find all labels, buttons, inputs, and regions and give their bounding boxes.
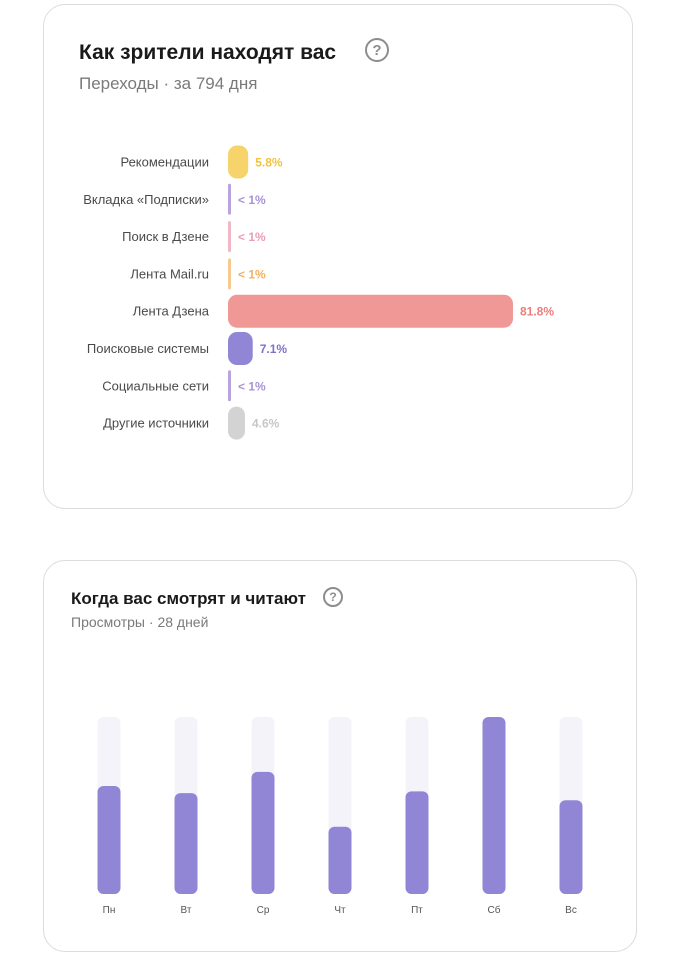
day-bar	[405, 791, 429, 894]
weekday-subtitle: Просмотры · 28 дней	[71, 614, 209, 630]
source-label: Социальные сети	[102, 378, 209, 393]
source-label: Лента Дзена	[133, 304, 210, 319]
question-circle-icon[interactable]: ?	[323, 587, 343, 607]
source-bar	[228, 370, 231, 402]
sources-subtitle: Переходы · за 794 дня	[79, 74, 258, 93]
source-value-label: < 1%	[238, 193, 266, 207]
source-bar	[228, 406, 245, 440]
sources-card: Как зрители находят вас ? Переходы · за …	[43, 4, 633, 509]
source-label: Другие источники	[103, 416, 209, 431]
source-value-label: < 1%	[238, 267, 266, 281]
day-bar	[97, 786, 121, 894]
source-value-label: 7.1%	[260, 342, 288, 356]
source-bar	[228, 183, 231, 215]
source-value-label: 5.8%	[255, 156, 283, 170]
weekday-title: Когда вас смотрят и читают	[71, 589, 306, 608]
source-bar	[228, 332, 253, 365]
source-label: Рекомендации	[120, 155, 209, 170]
day-bar	[559, 800, 583, 894]
day-bar	[328, 826, 352, 894]
day-bar	[174, 793, 198, 894]
source-label: Лента Mail.ru	[130, 266, 209, 281]
source-label: Поиск в Дзене	[122, 229, 209, 244]
day-tick-label: Вс	[565, 905, 577, 916]
source-bar	[228, 294, 513, 328]
sources-bar-chart: Рекомендации 5.8% Вкладка «Подписки» < 1% По…	[83, 145, 554, 440]
source-value-label: < 1%	[238, 230, 266, 244]
day-tick-label: Чт	[334, 905, 346, 916]
day-tick-label: Пт	[411, 905, 423, 916]
source-bar	[228, 145, 249, 179]
weekday-bar-chart: Пн Вт Ср Чт Пт Сб Вс	[97, 717, 583, 916]
question-circle-icon[interactable]: ?	[365, 38, 389, 62]
source-label: Поисковые системы	[87, 341, 209, 356]
source-value-label: < 1%	[238, 379, 266, 393]
source-value-label: 4.6%	[252, 417, 280, 431]
source-value-label: 81.8%	[520, 305, 554, 319]
day-bar	[251, 771, 275, 894]
source-label: Вкладка «Подписки»	[83, 192, 209, 207]
day-tick-label: Ср	[257, 905, 270, 916]
day-bar	[482, 717, 506, 894]
day-tick-label: Пн	[103, 905, 116, 916]
sources-title: Как зрители находят вас	[79, 41, 337, 64]
source-bar	[228, 258, 231, 290]
day-tick-label: Вт	[181, 905, 192, 916]
weekday-card: Когда вас смотрят и читают ? Просмотры ·…	[43, 560, 637, 952]
day-tick-label: Сб	[488, 904, 501, 916]
source-bar	[228, 221, 231, 253]
